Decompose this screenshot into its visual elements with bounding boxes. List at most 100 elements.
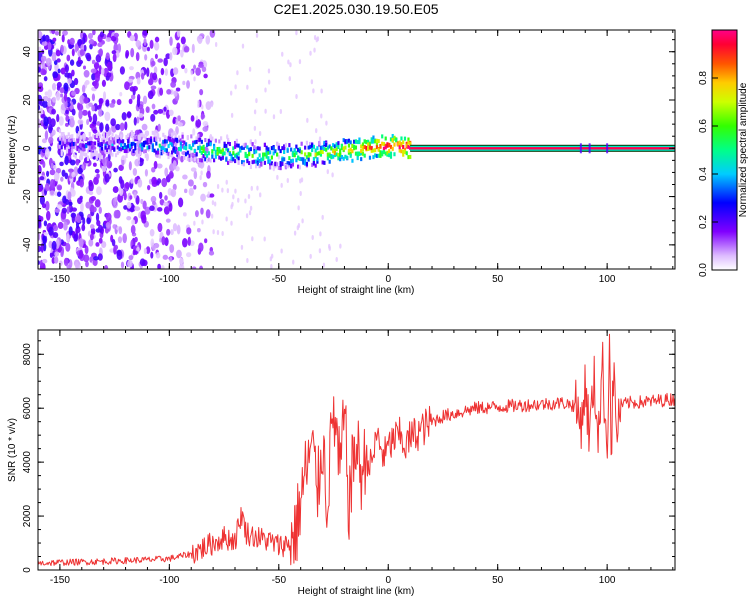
ridge-cell [358, 137, 361, 142]
ridge-cell [144, 136, 147, 141]
ridge-cell [309, 144, 312, 149]
noise-blob [69, 59, 75, 66]
noise-blob [119, 92, 123, 97]
ridge-cell [135, 152, 139, 157]
ridge-cell [235, 138, 238, 143]
ridge-cell [381, 152, 384, 157]
noise-blob [90, 68, 97, 74]
x-tick-label: -150 [50, 575, 70, 586]
ridge-cell [214, 138, 217, 143]
ridge-cell [177, 135, 181, 140]
ridge-cell [398, 148, 401, 153]
snr-frame [37, 329, 676, 571]
noise-blob [186, 227, 192, 235]
noise-blob [117, 236, 123, 244]
noise-blob [253, 125, 257, 131]
ridge-cell [188, 153, 191, 158]
noise-blob [122, 233, 127, 244]
ridge-cell [375, 141, 379, 146]
ridge-cell [207, 138, 210, 143]
ridge-cell [318, 140, 321, 145]
noise-blob [94, 199, 101, 208]
ridge-cell [139, 143, 142, 148]
noise-blob [144, 169, 148, 177]
colorbar-label: Normalized spectral amplitude [738, 82, 749, 217]
ridge-cell [272, 146, 275, 151]
noise-blob [92, 258, 98, 267]
noise-blob [103, 265, 109, 269]
ridge-cell [58, 144, 62, 149]
noise-blob [175, 126, 179, 135]
ridge-cell [191, 142, 195, 147]
noise-blob [287, 59, 290, 65]
noise-blob [63, 82, 69, 92]
ridge-cell [113, 147, 116, 152]
ridge-cell [314, 148, 317, 153]
ridge-cell [281, 158, 284, 163]
noise-blob [74, 261, 79, 269]
noise-blob [71, 90, 77, 97]
ridge-cell [300, 150, 303, 155]
noise-blob [81, 223, 86, 232]
ridge-cell [328, 153, 331, 158]
noise-blob [75, 158, 80, 166]
noise-blob [85, 52, 91, 60]
noise-blob [200, 193, 206, 202]
noise-blob [42, 258, 48, 264]
ridge-cell [120, 143, 123, 148]
ridge-cell [74, 154, 77, 159]
ridge-cell [290, 164, 293, 169]
ridge-cell [85, 152, 88, 157]
ridge-cell [204, 138, 207, 143]
noise-blob [259, 192, 262, 198]
ridge-cell [298, 156, 302, 161]
ridge-cell [174, 132, 177, 137]
ridge-cell [293, 148, 296, 153]
spectrogram-noise [38, 30, 346, 269]
noise-blob [68, 226, 73, 236]
noise-blob [105, 37, 112, 42]
noise-blob [48, 136, 54, 144]
ridge-cell [116, 139, 119, 144]
ridge-cell [167, 155, 170, 160]
noise-blob [322, 262, 326, 268]
ridge-cell [279, 149, 282, 154]
noise-blob [64, 72, 70, 78]
ridge-cell [606, 143, 609, 154]
ridge-cell [111, 143, 114, 148]
ridge-cell [62, 136, 65, 141]
ridge-cell [291, 153, 294, 158]
ridge-cell [141, 146, 144, 151]
noise-blob [199, 265, 203, 269]
noise-blob [126, 215, 132, 221]
ridge-cell [335, 152, 338, 157]
ridge-cell [269, 161, 272, 166]
ridge-cell [402, 149, 405, 154]
ridge-cell [60, 152, 63, 157]
noise-blob [206, 170, 211, 179]
noise-blob [61, 169, 66, 177]
ridge-cell [232, 151, 235, 156]
noise-blob [226, 188, 230, 194]
ridge-cell [330, 155, 333, 160]
noise-blob [146, 46, 151, 52]
noise-blob [326, 169, 329, 175]
spectrogram-frame [37, 29, 676, 270]
ridge-cell [267, 156, 270, 161]
ridge-cell [218, 139, 221, 144]
noise-blob [76, 215, 82, 224]
ridge-cell [379, 153, 382, 158]
ridge-cell [142, 140, 146, 145]
ridge-cell [279, 161, 282, 166]
noise-blob [63, 221, 68, 231]
ridge-cell [304, 152, 307, 157]
ridge-cell [400, 142, 403, 147]
ridge-cell [107, 145, 111, 150]
ridge-cell [151, 130, 154, 135]
noise-blob [56, 204, 63, 209]
noise-blob [172, 183, 177, 191]
noise-blob [164, 68, 168, 76]
ridge-cell [319, 145, 323, 150]
noise-blob [105, 99, 110, 105]
noise-blob [169, 52, 173, 61]
